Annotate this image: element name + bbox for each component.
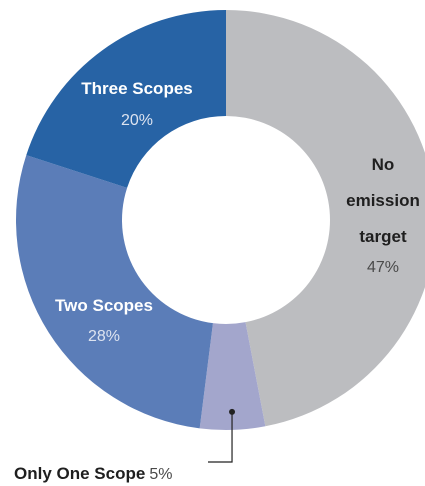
slice-name-only-one-scope: Only One Scope (14, 464, 145, 483)
leader-dot-only-one-scope (229, 408, 236, 415)
slice-only-one-scope (199, 322, 266, 430)
slice-label-only-one-scope: Only One Scope 5% (14, 464, 172, 483)
slice-two-scopes (16, 155, 213, 429)
slice-value-no-emission-target: 47% (367, 259, 399, 276)
slice-label-no-emission-target-line: emission (346, 191, 420, 210)
leader-line-only-one-scope (208, 411, 233, 463)
slice-label-no-emission-target-line: target (359, 227, 407, 246)
donut-slices (16, 10, 425, 430)
slice-label-two-scopes: Two Scopes (55, 296, 153, 315)
slice-label-three-scopes: Three Scopes (81, 79, 193, 98)
slice-value-only-one-scope: 5% (149, 466, 172, 483)
slice-value-three-scopes: 20% (121, 112, 153, 129)
slice-label-no-emission-target-line: No (372, 155, 395, 174)
slice-three-scopes (26, 10, 226, 188)
slice-labels: No emission target 47% Two Scopes 28% Three Sc… (14, 79, 420, 483)
slice-no-emission-target (226, 10, 425, 427)
slice-value-two-scopes: 28% (88, 328, 120, 345)
